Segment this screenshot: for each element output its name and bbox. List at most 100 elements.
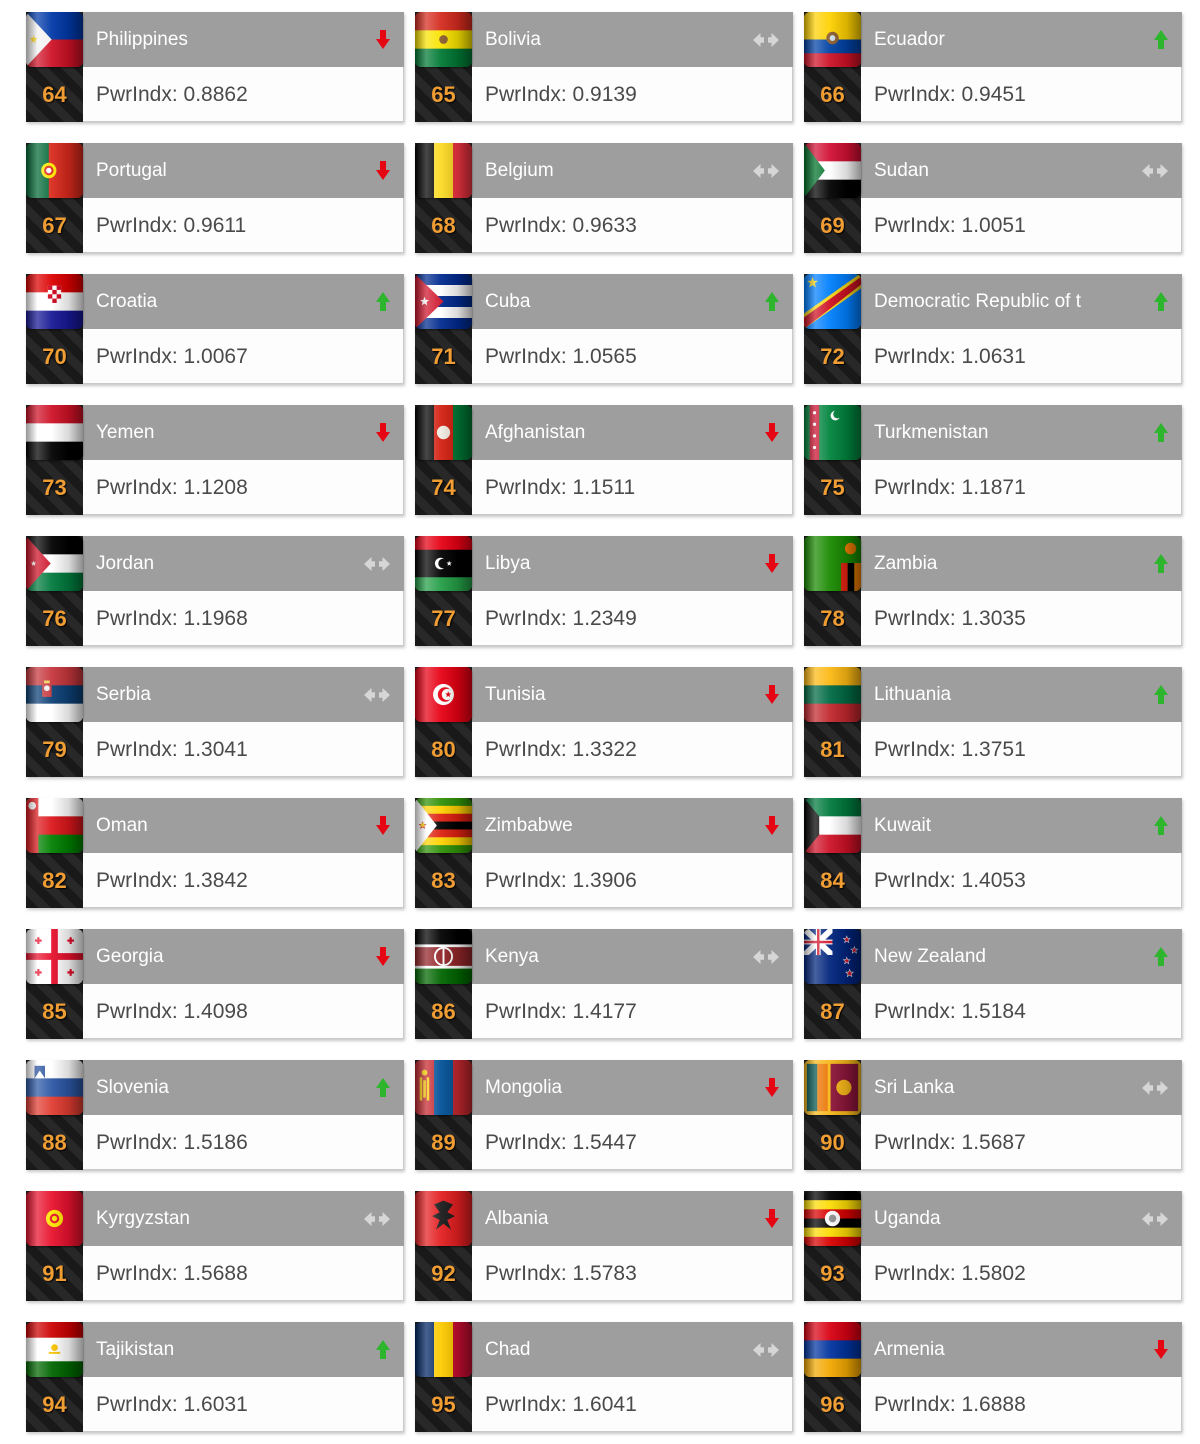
power-index-text: PwrIndx: 1.3906 (485, 868, 637, 892)
country-flag-icon (804, 1191, 861, 1246)
country-card[interactable]: 64 Philippines PwrIndx: 0.8862 (26, 12, 404, 122)
rank-number: 91 (42, 1260, 67, 1286)
country-card[interactable]: 78 Zambia PwrIndx: 1.3035 (804, 536, 1182, 646)
country-card[interactable]: 96 Armenia PwrIndx: 1.6888 (804, 1322, 1182, 1432)
power-index-text: PwrIndx: 1.0631 (874, 344, 1026, 368)
country-card[interactable]: 70 Croatia PwrIndx: 1.0067 (26, 274, 404, 384)
country-card[interactable]: 76 Jordan PwrIndx: 1.1968 (26, 536, 404, 646)
card-body: PwrIndx: 1.6031 (83, 1377, 404, 1432)
rank-number: 90 (820, 1129, 845, 1155)
card-header: Albania (472, 1191, 793, 1246)
card-header: Afghanistan (472, 405, 793, 460)
country-card[interactable]: 80 Tunisia PwrIndx: 1.3322 (415, 667, 793, 777)
country-card[interactable]: 71 Cuba PwrIndx: 1.0565 (415, 274, 793, 384)
country-card[interactable]: 65 Bolivia PwrIndx: 0.9139 (415, 12, 793, 122)
flag-rank-column: 73 (26, 405, 83, 515)
country-card[interactable]: 92 Albania PwrIndx: 1.5783 (415, 1191, 793, 1301)
country-name: Turkmenistan (874, 423, 989, 442)
country-card[interactable]: 81 Lithuania PwrIndx: 1.3751 (804, 667, 1182, 777)
card-header: Democratic Republic of t (861, 274, 1182, 329)
trend-same-icon (1142, 1080, 1168, 1095)
country-card[interactable]: 86 Kenya PwrIndx: 1.4177 (415, 929, 793, 1039)
country-card[interactable]: 68 Belgium PwrIndx: 0.9633 (415, 143, 793, 253)
card-header: Lithuania (861, 667, 1182, 722)
country-card[interactable]: 82 Oman PwrIndx: 1.3842 (26, 798, 404, 908)
card-header: Georgia (83, 929, 404, 984)
card-body: PwrIndx: 1.4098 (83, 984, 404, 1039)
country-flag-icon (415, 536, 472, 591)
card-body: PwrIndx: 1.0631 (861, 329, 1182, 384)
country-flag-icon (804, 1322, 861, 1377)
card-body: PwrIndx: 1.5688 (83, 1246, 404, 1301)
country-name: Ecuador (874, 30, 945, 49)
power-index-text: PwrIndx: 1.3842 (96, 868, 248, 892)
country-name: Albania (485, 1209, 549, 1228)
power-index-text: PwrIndx: 1.0067 (96, 344, 248, 368)
power-index-text: PwrIndx: 1.4053 (874, 868, 1026, 892)
flag-rank-column: 96 (804, 1322, 861, 1432)
country-card[interactable]: 84 Kuwait PwrIndx: 1.4053 (804, 798, 1182, 908)
trend-up-icon (376, 1340, 390, 1359)
card-header: Sri Lanka (861, 1060, 1182, 1115)
trend-up-icon (765, 292, 779, 311)
country-name: Kyrgyzstan (96, 1209, 190, 1228)
country-card[interactable]: 72 Democratic Republic of t PwrIndx: 1.0… (804, 274, 1182, 384)
country-card[interactable]: 69 Sudan PwrIndx: 1.0051 (804, 143, 1182, 253)
country-card[interactable]: 90 Sri Lanka PwrIndx: 1.5687 (804, 1060, 1182, 1170)
trend-down-icon (376, 30, 390, 49)
flag-rank-column: 93 (804, 1191, 861, 1301)
rank-number: 74 (431, 474, 456, 500)
country-card[interactable]: 93 Uganda PwrIndx: 1.5802 (804, 1191, 1182, 1301)
country-card[interactable]: 95 Chad PwrIndx: 1.6041 (415, 1322, 793, 1432)
flag-rank-column: 66 (804, 12, 861, 122)
trend-up-icon (1154, 292, 1168, 311)
country-card[interactable]: 83 Zimbabwe PwrIndx: 1.3906 (415, 798, 793, 908)
country-card[interactable]: 79 Serbia PwrIndx: 1.3041 (26, 667, 404, 777)
country-card[interactable]: 94 Tajikistan PwrIndx: 1.6031 (26, 1322, 404, 1432)
country-card[interactable]: 77 Libya PwrIndx: 1.2349 (415, 536, 793, 646)
card-right: New Zealand PwrIndx: 1.5184 (861, 929, 1182, 1039)
rank-number: 75 (820, 474, 845, 500)
card-header: Kenya (472, 929, 793, 984)
country-name: Slovenia (96, 1078, 169, 1097)
country-card[interactable]: 67 Portugal PwrIndx: 0.9611 (26, 143, 404, 253)
card-right: Croatia PwrIndx: 1.0067 (83, 274, 404, 384)
card-header: New Zealand (861, 929, 1182, 984)
flag-rank-column: 79 (26, 667, 83, 777)
card-right: Georgia PwrIndx: 1.4098 (83, 929, 404, 1039)
card-body: PwrIndx: 1.3906 (472, 853, 793, 908)
country-card[interactable]: 75 Turkmenistan PwrIndx: 1.1871 (804, 405, 1182, 515)
country-card[interactable]: 73 Yemen PwrIndx: 1.1208 (26, 405, 404, 515)
country-name: Uganda (874, 1209, 941, 1228)
country-card[interactable]: 85 Georgia PwrIndx: 1.4098 (26, 929, 404, 1039)
power-index-text: PwrIndx: 1.4098 (96, 999, 248, 1023)
power-index-text: PwrIndx: 1.3041 (96, 737, 248, 761)
card-header: Croatia (83, 274, 404, 329)
rank-number: 80 (431, 736, 456, 762)
country-name: Oman (96, 816, 148, 835)
country-card[interactable]: 89 Mongolia PwrIndx: 1.5447 (415, 1060, 793, 1170)
card-header: Kyrgyzstan (83, 1191, 404, 1246)
country-card[interactable]: 66 Ecuador PwrIndx: 0.9451 (804, 12, 1182, 122)
power-index-text: PwrIndx: 0.9139 (485, 82, 637, 106)
country-card[interactable]: 88 Slovenia PwrIndx: 1.5186 (26, 1060, 404, 1170)
card-header: Zambia (861, 536, 1182, 591)
card-right: Tajikistan PwrIndx: 1.6031 (83, 1322, 404, 1432)
card-body: PwrIndx: 1.0051 (861, 198, 1182, 253)
country-card[interactable]: 91 Kyrgyzstan PwrIndx: 1.5688 (26, 1191, 404, 1301)
card-right: Kenya PwrIndx: 1.4177 (472, 929, 793, 1039)
card-right: Lithuania PwrIndx: 1.3751 (861, 667, 1182, 777)
trend-same-icon (753, 163, 779, 178)
power-index-text: PwrIndx: 1.1968 (96, 606, 248, 630)
country-flag-icon (415, 143, 472, 198)
country-card[interactable]: 74 Afghanistan PwrIndx: 1.1511 (415, 405, 793, 515)
country-card[interactable]: 87 New Zealand PwrIndx: 1.5184 (804, 929, 1182, 1039)
country-name: Sudan (874, 161, 929, 180)
power-index-text: PwrIndx: 1.1871 (874, 475, 1026, 499)
country-flag-icon (804, 929, 861, 984)
country-flag-icon (26, 143, 83, 198)
power-index-text: PwrIndx: 1.4177 (485, 999, 637, 1023)
country-flag-icon (415, 405, 472, 460)
country-name: Jordan (96, 554, 155, 573)
